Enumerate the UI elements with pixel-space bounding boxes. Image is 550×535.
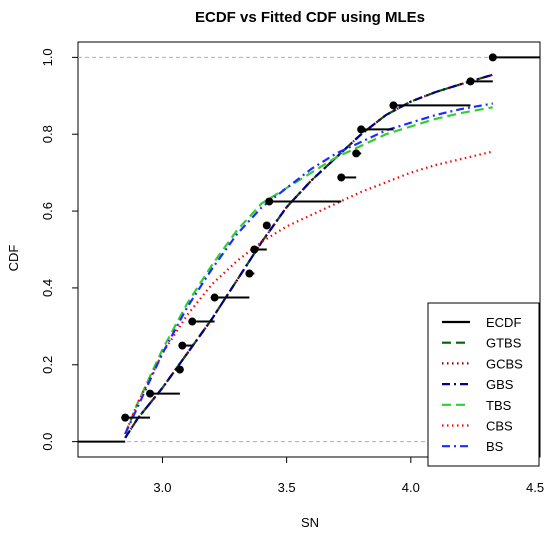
fitted-cdf-series [124,73,494,439]
ecdf-point-9 [265,197,274,206]
ecdf-point-7 [250,245,259,254]
x-tick-label-2: 4.0 [402,480,420,495]
y-tick-label-3: 0.6 [40,202,55,220]
ecdf-point-1 [146,389,155,398]
ecdf-point-3 [178,341,187,350]
legend-label-gtbs: GTBS [486,336,522,351]
legend-label-gbs: GBS [486,377,514,392]
ecdf-point-11 [352,149,361,158]
y-tick-label-1: 0.2 [40,356,55,374]
x-tick-label-3: 4.5 [526,480,544,495]
y-axis-ticks: 0.0 0.2 0.4 0.6 0.8 1.0 [40,48,78,451]
y-tick-label-2: 0.4 [40,279,55,297]
ecdf-point-10 [337,173,346,182]
y-tick-label-0: 0.0 [40,433,55,451]
legend: ECDF GTBS GCBS GBS TBS CBS BS [427,302,540,467]
ecdf-point-15 [488,53,497,62]
y-tick-label-4: 0.8 [40,125,55,143]
plot-area [77,41,541,458]
ecdf-point-14 [466,77,475,86]
ecdf-point-12 [357,125,366,134]
chart-title: ECDF vs Fitted CDF using MLEs [195,9,425,26]
ecdf-point-8 [262,221,271,230]
ecdf-point-2 [175,365,184,374]
ecdf-steps [78,53,540,443]
x-axis-label: SN [301,515,319,530]
ecdf-point-0 [121,413,130,422]
series-gtbs-line [124,73,494,439]
legend-label-gcbs: GCBS [486,356,523,371]
series-bs-line [124,102,493,435]
ecdf-point-5 [210,293,219,302]
ecdf-point-6 [245,269,254,278]
legend-label-cbs: CBS [486,419,513,434]
ecdf-point-4 [188,317,197,326]
y-axis-label: CDF [6,245,21,272]
series-tbs-line [124,106,493,435]
legend-label-tbs: TBS [486,398,512,413]
y-tick-label-5: 1.0 [40,48,55,66]
x-tick-label-0: 3.0 [153,480,171,495]
legend-label-ecdf: ECDF [486,315,521,330]
x-tick-label-1: 3.5 [278,480,296,495]
ecdf-point-13 [389,101,398,110]
x-axis-ticks: 3.0 3.5 4.0 4.5 [153,457,544,495]
legend-label-bs: BS [486,439,504,454]
